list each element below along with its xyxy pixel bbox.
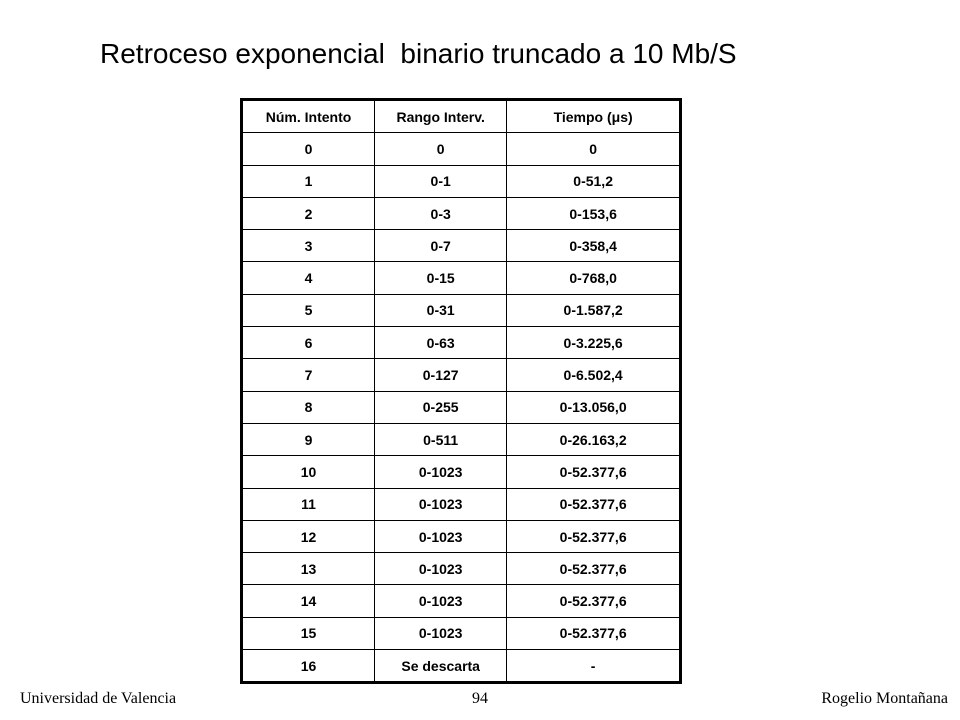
slide-title: Retroceso exponencial binario truncado a… xyxy=(100,38,737,69)
column-header: Núm. Intento xyxy=(240,98,376,134)
table-cell: 0-52.377,6 xyxy=(506,487,681,521)
table-row: 5 0-31 0-1.587,2 xyxy=(240,293,681,328)
table-row: 8 0-255 0-13.056,0 xyxy=(240,390,681,424)
table-row: 6 0-63 0-3.225,6 xyxy=(240,326,681,360)
table-row: 11 0-1023 0-52.377,6 xyxy=(240,487,681,521)
table-row: 10 0-1023 0-52.377,6 xyxy=(240,455,681,489)
table-cell: 4 xyxy=(240,261,376,295)
table-cell: 0-768,0 xyxy=(506,261,681,295)
column-header: Rango Interv. xyxy=(374,98,508,134)
table-cell: 0-52.377,6 xyxy=(506,455,681,489)
table-cell: 0 xyxy=(240,132,376,166)
table-cell: 0-52.377,6 xyxy=(506,552,681,586)
table-cell: Se descarta xyxy=(374,649,508,684)
table-cell: 3 xyxy=(240,229,376,263)
header-row: Núm. Intento Rango Interv. Tiempo (μs) xyxy=(240,98,681,134)
table-row: 13 0-1023 0-52.377,6 xyxy=(240,552,681,586)
table-cell: 0-1023 xyxy=(374,616,508,651)
table-cell: 6 xyxy=(240,326,376,360)
table-cell: 0-127 xyxy=(374,358,508,392)
table-cell: 0-6.502,4 xyxy=(506,358,681,392)
table-body: 0 0 0 1 0-1 0-51,2 2 0-3 0-153,6 3 0-7 0-358,4 4 0-15… xyxy=(240,132,681,684)
table-cell: 0 xyxy=(506,132,681,166)
table-row: 9 0-511 0-26.163,2 xyxy=(240,422,681,457)
table-cell: 9 xyxy=(240,422,376,457)
table-cell: 0-255 xyxy=(374,390,508,424)
table-cell: 15 xyxy=(240,616,376,651)
table-cell: 12 xyxy=(240,519,376,554)
table-cell: 11 xyxy=(240,487,376,521)
table-cell: 0-1023 xyxy=(374,455,508,489)
footer-left: Universidad de Valencia xyxy=(20,690,177,707)
table-cell: 0-1 xyxy=(374,164,508,198)
page-number: 94 xyxy=(472,690,488,707)
table-cell: 0-52.377,6 xyxy=(506,584,681,618)
table-cell: 0-52.377,6 xyxy=(506,616,681,651)
table-row: 4 0-15 0-768,0 xyxy=(240,261,681,295)
table-cell: 0-511 xyxy=(374,422,508,457)
table-row: 14 0-1023 0-52.377,6 xyxy=(240,584,681,618)
table-row: 7 0-127 0-6.502,4 xyxy=(240,358,681,392)
table-cell: 0-13.056,0 xyxy=(506,390,681,424)
table-cell: 1 xyxy=(240,164,376,198)
table-cell: 0-63 xyxy=(374,326,508,360)
table-cell: 10 xyxy=(240,455,376,489)
table-cell: 14 xyxy=(240,584,376,618)
table-cell: 7 xyxy=(240,358,376,392)
table-cell: 2 xyxy=(240,196,376,231)
table-cell: 0-1023 xyxy=(374,487,508,521)
table-cell: 8 xyxy=(240,390,376,424)
table-cell: 0-3.225,6 xyxy=(506,326,681,360)
column-header: Tiempo (μs) xyxy=(506,98,681,134)
table-cell: 0-1023 xyxy=(374,584,508,618)
footer-right: Rogelio Montañana xyxy=(821,690,948,707)
table-cell: 0-3 xyxy=(374,196,508,231)
table-row: 2 0-3 0-153,6 xyxy=(240,196,681,231)
table-cell: 16 xyxy=(240,649,376,684)
table-cell: 0-1.587,2 xyxy=(506,293,681,328)
table-row: 16 Se descarta - xyxy=(240,649,681,684)
table-cell: 0-358,4 xyxy=(506,229,681,263)
table-cell: 0-31 xyxy=(374,293,508,328)
table-cell: 0-153,6 xyxy=(506,196,681,231)
table-cell: 0-51,2 xyxy=(506,164,681,198)
table-row: 1 0-1 0-51,2 xyxy=(240,164,681,198)
table-cell: 5 xyxy=(240,293,376,328)
table-row: 12 0-1023 0-52.377,6 xyxy=(240,519,681,554)
table-cell: 13 xyxy=(240,552,376,586)
table-cell: 0-15 xyxy=(374,261,508,295)
table-cell: 0-1023 xyxy=(374,552,508,586)
table-cell: - xyxy=(506,649,681,684)
table-row: 3 0-7 0-358,4 xyxy=(240,229,681,263)
table-cell: 0-1023 xyxy=(374,519,508,554)
table-cell: 0 xyxy=(374,132,508,166)
table-cell: 0-7 xyxy=(374,229,508,263)
table-cell: 0-52.377,6 xyxy=(506,519,681,554)
table-row: 15 0-1023 0-52.377,6 xyxy=(240,616,681,651)
table-cell: 0-26.163,2 xyxy=(506,422,681,457)
